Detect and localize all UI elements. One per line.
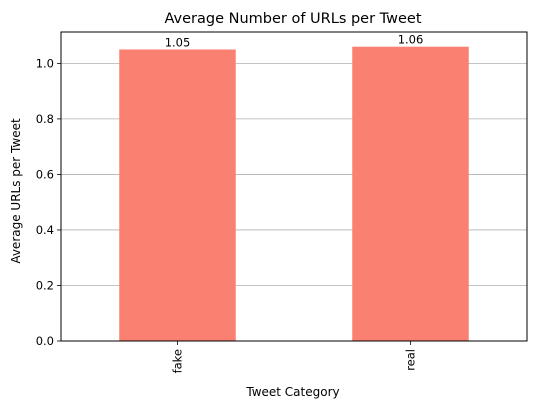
y-tick-label: 0.6 <box>36 167 54 181</box>
bar-fake <box>119 49 236 341</box>
data-labels: 1.05 1.06 <box>165 33 424 50</box>
y-tick-label: 0.2 <box>36 278 54 292</box>
y-tick-label: 0.8 <box>36 112 54 126</box>
y-axis-label: Average URLs per Tweet <box>9 118 23 264</box>
x-axis-ticks: fake real <box>171 341 418 373</box>
y-tick-label: 0.0 <box>36 334 54 348</box>
chart-title: Average Number of URLs per Tweet <box>164 11 421 27</box>
data-label: 1.05 <box>165 35 191 49</box>
y-tick-label: 1.0 <box>36 56 54 70</box>
y-tick-label: 0.4 <box>36 223 54 237</box>
y-axis-ticks: 0.0 0.2 0.4 0.6 0.8 1.0 <box>36 56 61 348</box>
bar-real <box>352 46 469 341</box>
x-axis-label: Tweet Category <box>245 385 339 399</box>
bars <box>119 46 469 341</box>
x-tick-label: fake <box>171 349 185 373</box>
plot-area <box>60 31 528 342</box>
data-label: 1.06 <box>398 33 424 47</box>
x-tick-label: real <box>404 349 418 371</box>
